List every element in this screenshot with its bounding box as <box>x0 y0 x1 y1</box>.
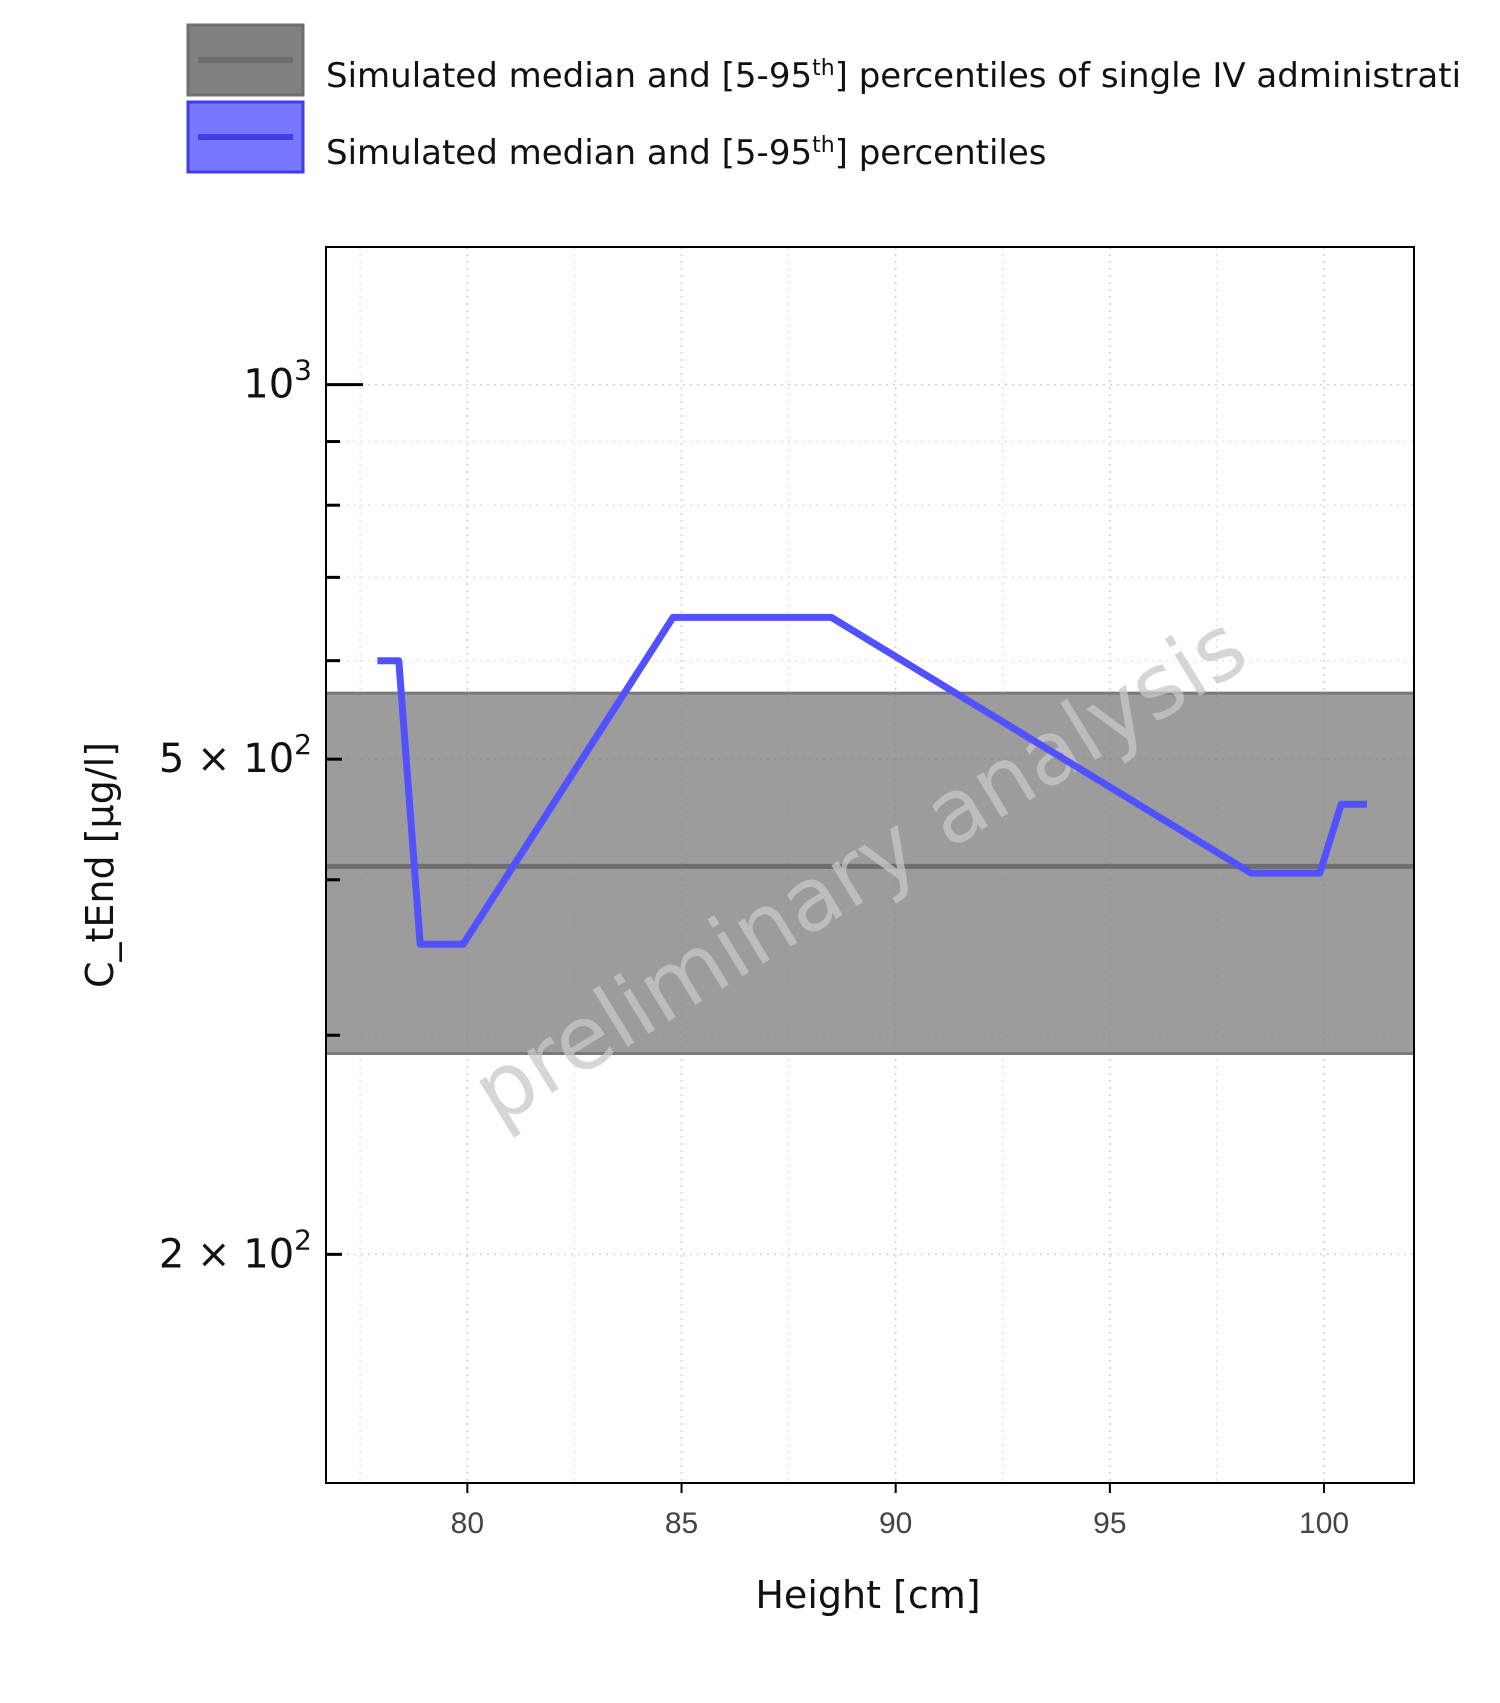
x-tick-label: 95 <box>1093 1507 1126 1540</box>
series-lines <box>377 613 1367 948</box>
legend: Simulated median and [5-95th] percentile… <box>186 23 1461 174</box>
y-tick-label: 2 × 102 <box>159 1223 312 1277</box>
y-axis-label: C_tEnd [µg/l] <box>78 742 122 988</box>
x-tick-label: 80 <box>451 1507 484 1540</box>
series-line <box>377 613 1367 948</box>
legend-label: Simulated median and [5-95th] percentile… <box>326 133 1046 173</box>
legend-label: Simulated median and [5-95th] percentile… <box>326 56 1461 96</box>
y-tick-label: 5 × 102 <box>159 728 312 782</box>
y-tick-label: 103 <box>243 354 312 408</box>
x-tick-label: 85 <box>665 1507 698 1540</box>
x-tick-label: 90 <box>879 1507 912 1540</box>
plot-frame <box>325 246 1415 1484</box>
x-axis-label: Height [cm] <box>755 1573 980 1617</box>
x-tick-label: 100 <box>1299 1507 1349 1540</box>
axes: 80 85 90 95 100 103 5 × 102 2 × 102 <box>159 354 1349 1540</box>
